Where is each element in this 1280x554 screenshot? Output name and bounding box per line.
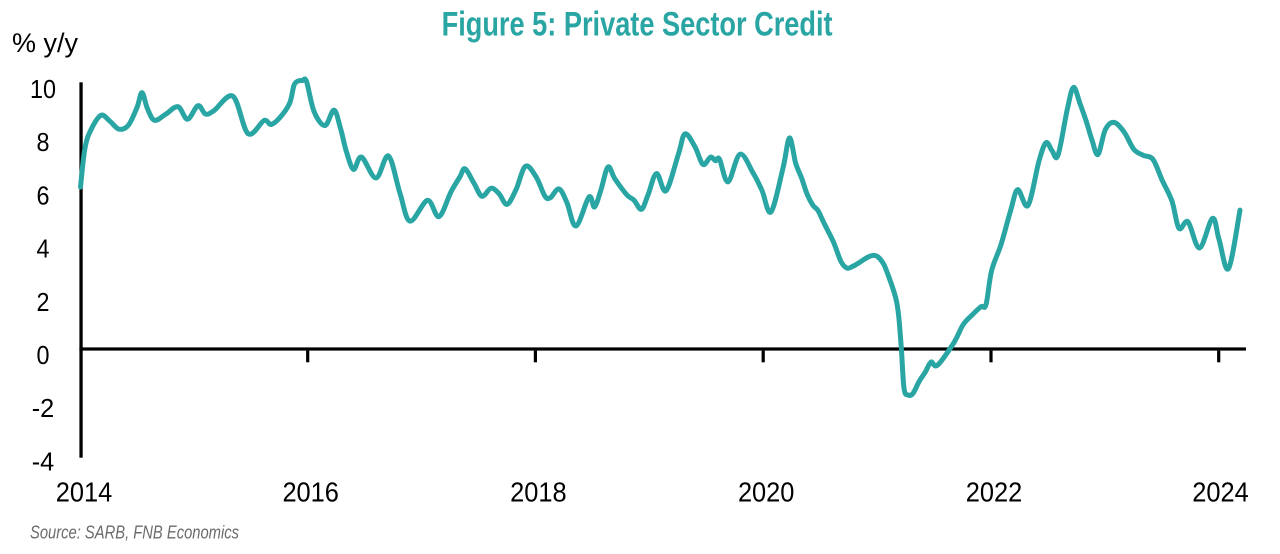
svg-text:2022: 2022 xyxy=(966,477,1023,508)
svg-text:Source: SARB, FNB Economics: Source: SARB, FNB Economics xyxy=(30,523,239,543)
svg-text:2020: 2020 xyxy=(738,477,795,508)
svg-text:2014: 2014 xyxy=(56,477,113,508)
svg-text:6: 6 xyxy=(37,180,50,210)
svg-text:10: 10 xyxy=(30,74,56,104)
svg-text:0: 0 xyxy=(37,340,50,370)
svg-text:8: 8 xyxy=(37,127,50,157)
svg-text:4: 4 xyxy=(37,234,50,264)
svg-text:Figure 5: Private Sector Credi: Figure 5: Private Sector Credit xyxy=(442,5,833,43)
svg-text:% y/y: % y/y xyxy=(12,28,79,58)
svg-text:-2: -2 xyxy=(32,393,55,423)
svg-text:2018: 2018 xyxy=(510,477,567,508)
svg-text:2: 2 xyxy=(37,287,50,317)
svg-text:2016: 2016 xyxy=(282,477,339,508)
svg-text:2024: 2024 xyxy=(1192,477,1249,508)
svg-text:-4: -4 xyxy=(32,446,55,476)
